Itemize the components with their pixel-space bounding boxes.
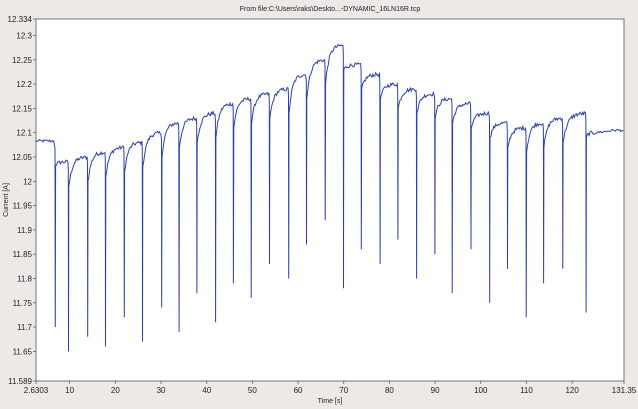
x-tick-label: 120	[565, 386, 579, 395]
y-tick-label: 12	[23, 177, 32, 186]
x-tick-label: 80	[385, 386, 394, 395]
y-tick-label: 11.75	[13, 299, 33, 308]
y-tick-label: 11.589	[8, 377, 32, 386]
x-tick-label: 100	[474, 386, 488, 395]
x-axis-title: Time [s]	[318, 398, 343, 405]
y-tick-label: 12.05	[12, 153, 33, 162]
x-tick-label: 20	[111, 386, 120, 395]
y-tick-label: 11.8	[17, 274, 33, 283]
y-axis: 11.589 11.65 11.7 11.75 11.8 11.85 11.9 11.95 12…	[8, 15, 36, 386]
y-axis-title: Current [A]	[3, 183, 10, 217]
x-tick-label: 10	[65, 386, 74, 395]
x-tick-label: 60	[294, 386, 303, 395]
x-tick-label: 90	[431, 386, 440, 395]
x-tick-label: 2.6303	[24, 386, 49, 395]
y-tick-label: 12.334	[8, 15, 33, 24]
y-tick-label: 12.2	[16, 80, 32, 89]
x-axis: 2.6303 10 20 30 40 50 60 70 80 90 100 110 120 131.35	[24, 381, 637, 395]
y-tick-label: 12.3	[16, 32, 32, 41]
y-tick-label: 11.85	[13, 250, 33, 259]
x-tick-label: 40	[202, 386, 211, 395]
x-tick-label: 131.35	[612, 386, 637, 395]
y-tick-label: 11.95	[13, 202, 33, 211]
chart-title: From file:C:\Users\raks\Deskto...-DYNAMI…	[240, 6, 421, 13]
x-tick-label: 70	[339, 386, 348, 395]
y-tick-label: 12.15	[12, 104, 33, 113]
x-tick-label: 30	[157, 386, 166, 395]
y-tick-label: 11.7	[17, 323, 33, 332]
y-tick-label: 12.1	[16, 129, 32, 138]
current-series	[35, 43, 624, 352]
y-tick-label: 11.65	[13, 347, 33, 356]
x-tick-label: 110	[520, 386, 533, 395]
y-tick-label: 11.9	[17, 226, 33, 235]
y-tick-label: 12.25	[12, 56, 33, 65]
current-series-line	[35, 43, 624, 352]
x-tick-label: 50	[248, 386, 257, 395]
